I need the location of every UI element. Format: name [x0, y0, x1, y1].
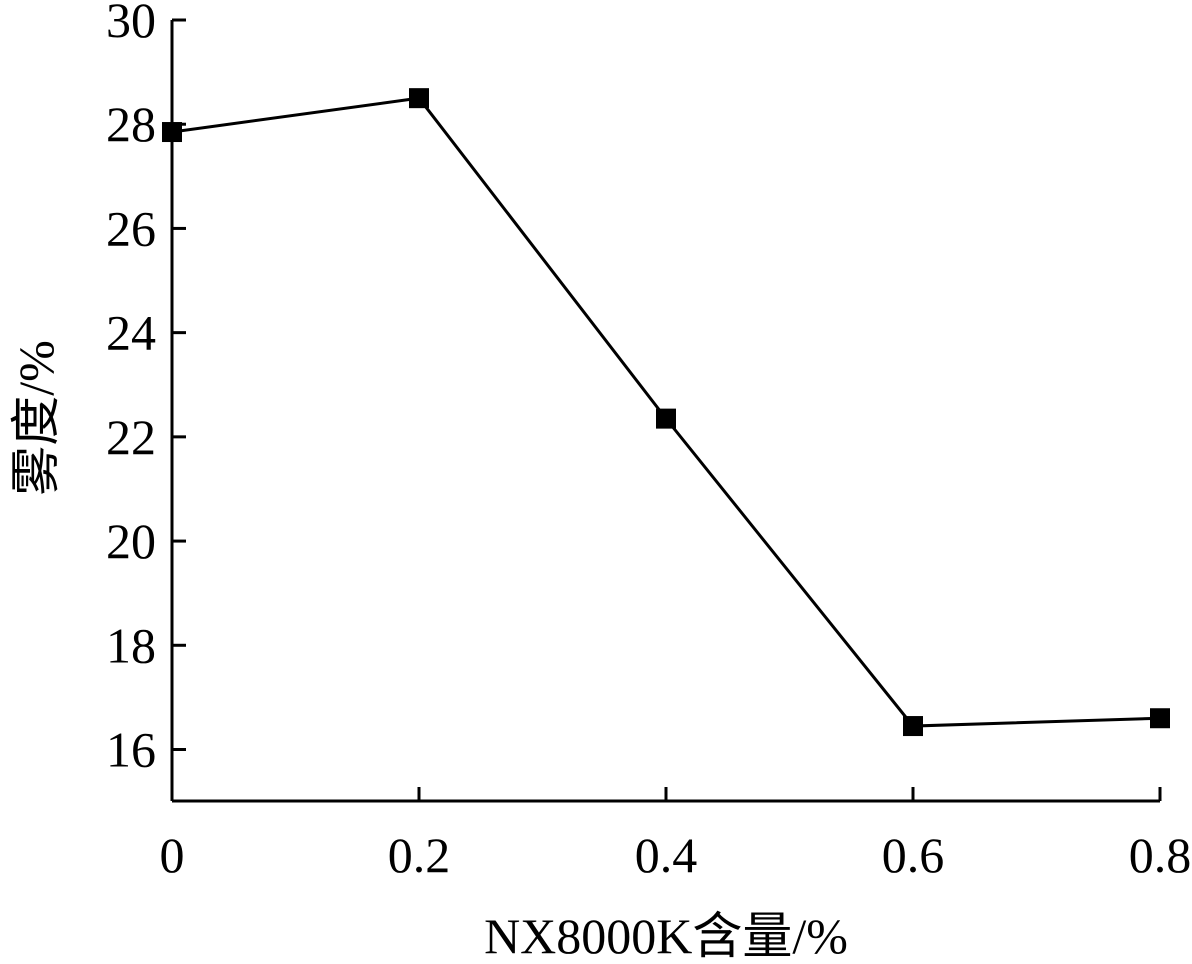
y-tick-label: 22	[106, 409, 156, 465]
data-point-marker	[1150, 708, 1170, 729]
series-layer	[162, 88, 1170, 737]
y-tick-label: 20	[106, 513, 156, 569]
x-tick-label: 0.8	[1129, 827, 1192, 883]
y-tick-label: 28	[106, 96, 156, 152]
y-axis-title: 雾度/%	[8, 340, 64, 496]
y-axis-ticks: 16 18 20 22 24 26 28 30	[106, 0, 186, 778]
x-axis-ticks: 0 0.2 0.4 0.6 0.8	[160, 787, 1192, 883]
y-tick-label: 16	[106, 722, 156, 778]
x-tick-label: 0	[160, 827, 185, 883]
y-tick-label: 26	[106, 200, 156, 256]
x-tick-label: 0.6	[882, 827, 945, 883]
y-tick-label: 24	[106, 305, 156, 361]
y-tick-label: 30	[106, 0, 156, 48]
data-point-marker	[162, 122, 182, 143]
data-point-marker	[656, 408, 676, 429]
x-tick-label: 0.2	[388, 827, 451, 883]
x-tick-label: 0.4	[635, 827, 698, 883]
data-point-marker	[409, 88, 429, 109]
x-axis-title: NX8000K含量/%	[484, 908, 848, 964]
y-tick-label: 18	[106, 617, 156, 673]
data-point-marker	[903, 716, 923, 737]
